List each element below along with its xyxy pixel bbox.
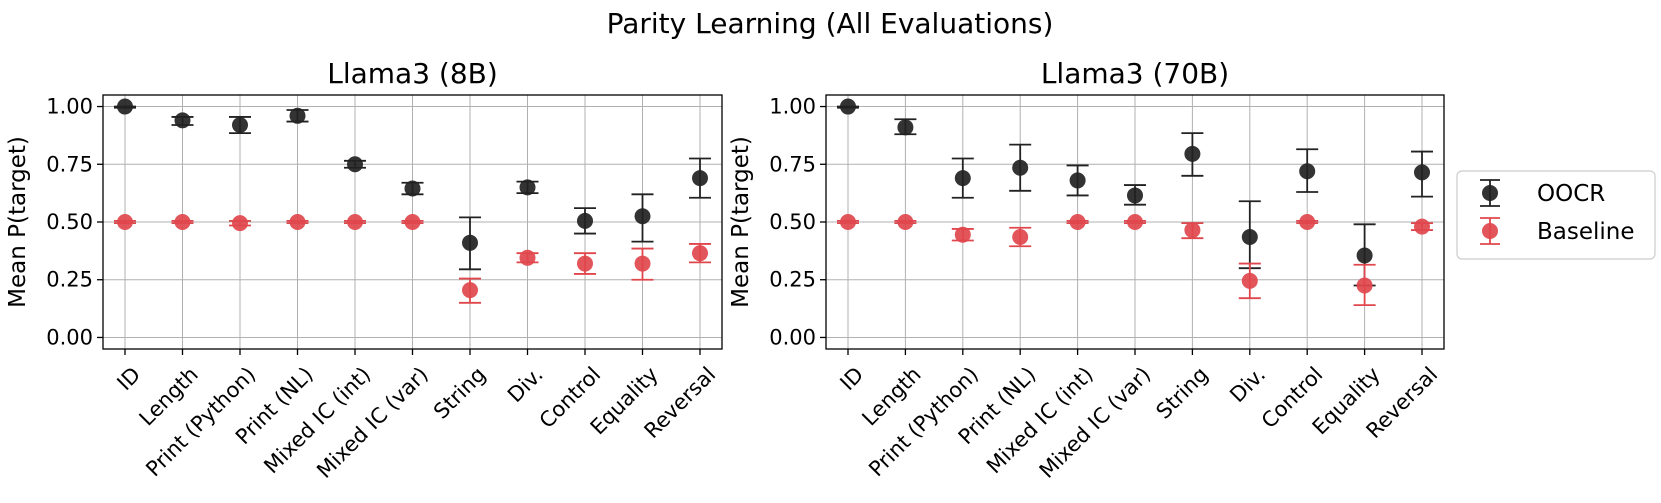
- y-tick-label: 0.75: [46, 152, 93, 176]
- y-tick-label: 0.00: [46, 325, 93, 349]
- x-tick-label: ID: [112, 362, 145, 395]
- data-point: [840, 214, 856, 230]
- data-point: [1069, 172, 1086, 189]
- data-point: [954, 170, 971, 187]
- plot-frame: [825, 94, 1445, 350]
- data-point: [692, 170, 708, 187]
- series-oocr: [114, 98, 711, 271]
- data-point: [1356, 277, 1373, 294]
- data-point: [1127, 187, 1143, 204]
- data-point: [897, 214, 914, 230]
- data-point: [519, 179, 536, 196]
- x-tick-label: String: [1151, 362, 1212, 423]
- data-point: [1299, 214, 1316, 230]
- data-point: [117, 98, 133, 115]
- data-point: [577, 255, 593, 272]
- data-point: [519, 249, 536, 266]
- series-oocr: [837, 98, 1433, 287]
- data-point: [954, 226, 971, 243]
- x-tick-label: Div.: [1225, 362, 1270, 407]
- y-tick-label: 0.25: [769, 268, 816, 292]
- legend-label: OOCR: [1537, 181, 1605, 207]
- data-point: [634, 255, 651, 272]
- legend-label: Baseline: [1537, 219, 1635, 245]
- data-point: [404, 214, 421, 230]
- data-point: [1356, 247, 1373, 264]
- legend-entry-oocr: OOCR: [1480, 179, 1605, 207]
- y-tick-label: 0.25: [46, 268, 93, 292]
- data-point: [1184, 145, 1201, 162]
- data-point: [1184, 222, 1201, 239]
- x-tick-label: ID: [835, 362, 868, 395]
- data-point: [577, 212, 593, 229]
- data-point: [1012, 159, 1029, 176]
- series-baseline: [114, 214, 711, 304]
- data-point: [404, 180, 421, 197]
- data-point: [1241, 229, 1258, 246]
- data-point: [117, 214, 133, 230]
- data-point: [840, 98, 856, 115]
- plot-frame: [102, 94, 723, 350]
- data-point: [1127, 214, 1143, 230]
- chart-panels: Llama3 (8B)0.000.250.500.751.00IDLengthP…: [5, 57, 1445, 483]
- data-point: [1414, 164, 1430, 181]
- chart-panel-2: Llama3 (70B)0.000.250.500.751.00IDLength…: [728, 57, 1445, 483]
- y-tick-label: 0.50: [46, 210, 93, 234]
- data-point: [897, 119, 914, 136]
- legend-box: [1456, 170, 1656, 260]
- legend-marker: [1482, 185, 1498, 201]
- data-point: [462, 282, 478, 299]
- data-point: [1299, 163, 1316, 180]
- series-baseline: [837, 214, 1433, 307]
- legend-entry-baseline: Baseline: [1480, 217, 1635, 245]
- data-point: [462, 234, 478, 251]
- y-tick-label: 1.00: [46, 95, 93, 119]
- data-point: [232, 117, 248, 134]
- y-axis-label: Mean P(target): [728, 136, 754, 308]
- data-point: [1414, 218, 1430, 235]
- legend-marker: [1482, 223, 1498, 239]
- data-point: [347, 214, 363, 230]
- x-tick-label: String: [429, 362, 490, 423]
- data-point: [289, 214, 306, 230]
- data-point: [347, 156, 363, 173]
- data-point: [174, 214, 191, 230]
- data-point: [1012, 229, 1029, 246]
- data-point: [232, 215, 248, 232]
- panel-title: Llama3 (70B): [1041, 57, 1229, 90]
- figure-suptitle: Parity Learning (All Evaluations): [607, 7, 1054, 40]
- data-point: [634, 208, 651, 225]
- legend: OOCR Baseline: [1456, 170, 1656, 260]
- y-axis-label: Mean P(target): [5, 136, 31, 308]
- y-tick-label: 0.00: [769, 325, 816, 349]
- data-point: [289, 107, 306, 124]
- panel-title: Llama3 (8B): [327, 57, 498, 90]
- data-point: [174, 112, 191, 129]
- y-tick-label: 0.75: [769, 152, 816, 176]
- x-tick-label: Div.: [503, 362, 548, 407]
- y-tick-label: 1.00: [769, 95, 816, 119]
- data-point: [1069, 214, 1086, 230]
- chart-panel-1: Llama3 (8B)0.000.250.500.751.00IDLengthP…: [5, 57, 723, 483]
- data-point: [692, 245, 708, 262]
- data-point: [1241, 272, 1258, 289]
- y-tick-label: 0.50: [769, 210, 816, 234]
